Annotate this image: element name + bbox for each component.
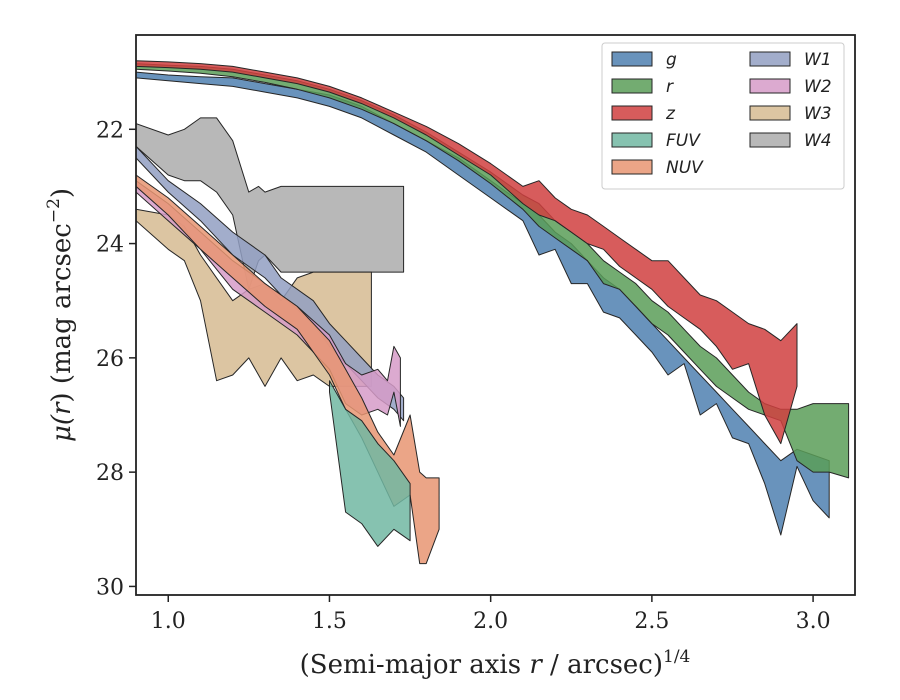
legend-label-w1: W1 (804, 50, 832, 70)
x-axis-label: (Semi-major axis r / arcsec)1/4 (300, 647, 691, 680)
band-fuv (329, 380, 411, 547)
legend-swatch-r (611, 78, 653, 94)
y-axis-label: μ(r) (mag arcsec−2) (44, 188, 77, 442)
profile-bands (136, 60, 850, 565)
y-tick-label: 26 (96, 347, 124, 372)
y-tick-label: 30 (96, 575, 124, 600)
band-w4 (136, 117, 405, 290)
band-z (136, 60, 798, 445)
x-axis: 1.0 1.5 2.0 2.5 3.0 (151, 595, 831, 634)
y-axis: 22 24 26 28 30 (96, 118, 136, 600)
x-tick-label: 3.0 (796, 609, 831, 634)
legend-label-r: r (666, 77, 674, 97)
x-tick-label: 2.0 (473, 609, 508, 634)
legend-swatch-g (611, 51, 653, 67)
legend-swatch-w3 (749, 105, 791, 121)
x-tick-label: 1.5 (312, 609, 347, 634)
legend-swatch-fuv (611, 132, 653, 148)
plot-frame (135, 34, 856, 596)
x-tick-label: 1.0 (151, 609, 186, 634)
x-tick-label: 2.5 (634, 609, 669, 634)
y-tick-label: 28 (96, 461, 124, 486)
legend-label-w4: W4 (804, 131, 832, 151)
legend: grz FUV NUV W1 W2 W3 W4 (601, 42, 845, 190)
legend-swatch-w4 (749, 132, 791, 148)
legend-swatch-w1 (749, 51, 791, 67)
legend-label-fuv: FUV (666, 131, 701, 151)
legend-label-nuv: NUV (666, 158, 704, 178)
legend-label-z: z (665, 104, 676, 124)
legend-swatch-w2 (749, 78, 791, 94)
legend-swatch-nuv (611, 159, 653, 175)
y-tick-label: 24 (96, 233, 124, 258)
legend-label-w3: W3 (804, 104, 832, 124)
legend-label-g: g (666, 50, 677, 70)
legend-swatch-z (611, 105, 653, 121)
y-tick-label: 22 (96, 118, 124, 143)
legend-label-w2: W2 (804, 77, 832, 97)
band-nuv (136, 174, 440, 565)
